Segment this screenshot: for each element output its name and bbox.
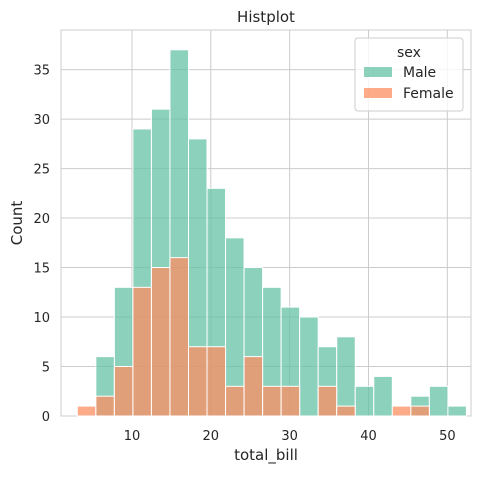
y-tick-label: 5 — [42, 361, 50, 376]
y-tick-label: 25 — [33, 163, 50, 178]
female-bar — [410, 405, 430, 417]
y-tick-label: 35 — [33, 64, 50, 79]
male-bar — [373, 375, 393, 417]
male-bar — [336, 336, 356, 417]
female-bar — [280, 385, 301, 417]
y-axis-ticks: 0 5 10 15 20 25 30 35 — [33, 64, 50, 425]
legend-label-male: Male — [403, 65, 436, 81]
x-tick-label: 40 — [360, 429, 377, 444]
female-bar — [76, 405, 97, 417]
female-bar — [206, 346, 227, 417]
chart-title: Histplot — [237, 8, 295, 26]
legend-swatch-female — [364, 88, 392, 98]
female-bar — [169, 257, 189, 417]
legend-swatch-male — [364, 67, 392, 77]
female-bar — [336, 405, 356, 417]
legend-label-female: Female — [403, 86, 454, 102]
male-bar — [354, 385, 375, 417]
y-tick-label: 0 — [42, 410, 50, 425]
x-axis-ticks: 10 20 30 40 50 — [124, 429, 456, 444]
x-tick-label: 20 — [203, 429, 220, 444]
female-bar — [317, 385, 338, 417]
y-axis-label: Count — [8, 201, 26, 246]
legend-title: sex — [397, 45, 421, 61]
x-tick-label: 50 — [439, 429, 456, 444]
female-bar — [95, 395, 115, 417]
female-bar — [243, 356, 264, 417]
female-bars — [76, 257, 430, 417]
male-bar — [428, 385, 449, 417]
y-tick-label: 15 — [33, 262, 50, 277]
female-bar — [113, 366, 134, 417]
female-bar — [225, 385, 245, 417]
y-tick-label: 20 — [33, 212, 50, 227]
female-bar — [150, 267, 171, 417]
x-tick-label: 30 — [281, 429, 298, 444]
y-tick-label: 10 — [33, 311, 50, 326]
x-axis-label: total_bill — [234, 446, 298, 465]
female-bar — [262, 385, 282, 417]
male-bar — [299, 316, 319, 417]
female-bar — [391, 405, 412, 417]
male-bar — [447, 405, 467, 417]
y-tick-label: 30 — [33, 113, 50, 128]
legend: sex Male Female — [354, 37, 464, 112]
female-bar — [187, 346, 208, 417]
x-tick-label: 10 — [124, 429, 141, 444]
female-bar — [132, 286, 152, 417]
